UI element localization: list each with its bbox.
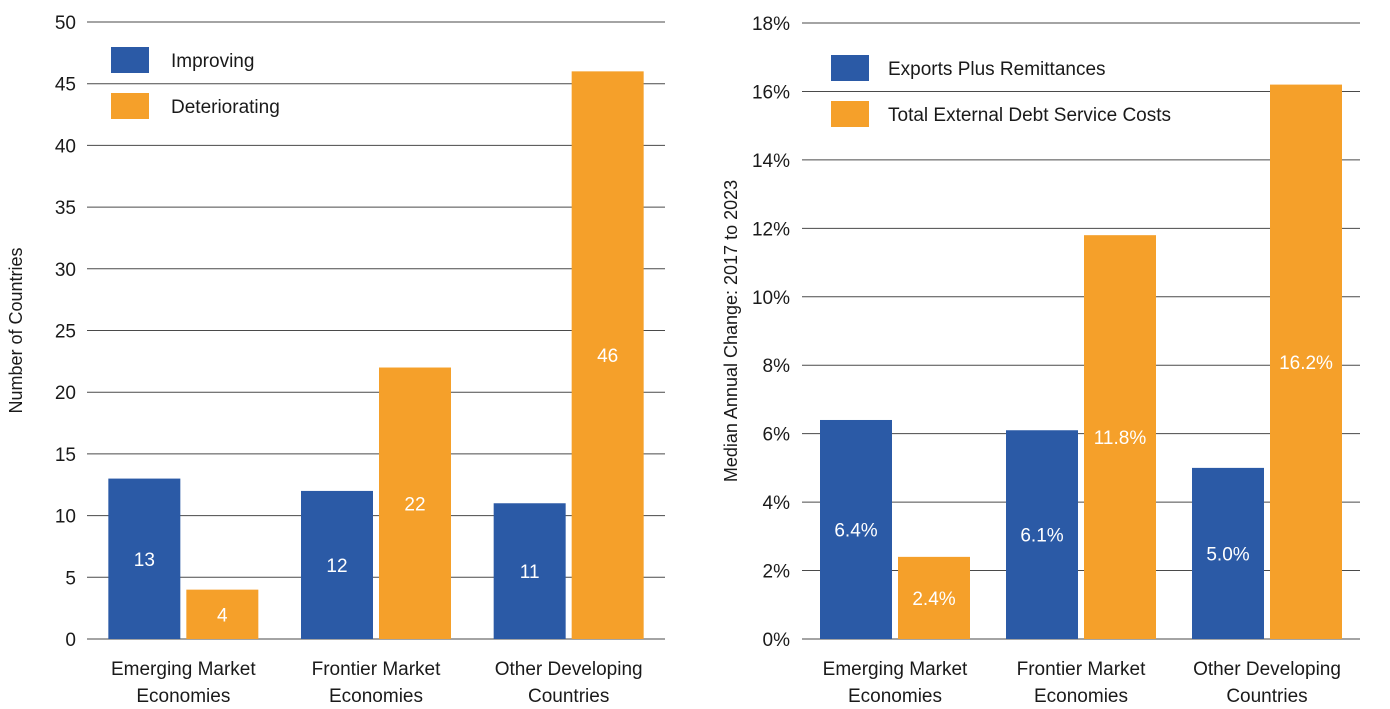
y-tick-label: 0% [763, 630, 791, 651]
chart-median-annual-change: 0% 2% 4% 6% 8% 10% 12% 14% 16% 18% Median Annual C… [721, 14, 1360, 707]
bar [1006, 430, 1078, 639]
legend-swatch [111, 93, 149, 119]
x-tick-label: Emerging Market [823, 659, 968, 680]
x-tick-label: Economies [848, 686, 942, 707]
y-tick-label: 14% [752, 151, 790, 172]
bar [820, 419, 892, 639]
y-tick-label: 16% [752, 82, 790, 103]
data-label: 16.2% [1279, 353, 1333, 374]
y-tick-label: 30 [55, 260, 76, 281]
chart-number-of-countries: 0 5 10 15 20 25 30 35 40 45 50 Number of Countries 1… [6, 13, 665, 707]
data-label: 11 [520, 562, 540, 583]
bar [1270, 84, 1342, 640]
y-tick-label: 6% [763, 425, 791, 446]
y-axis-title: Number of Countries [6, 247, 26, 413]
legend-label: Improving [171, 51, 254, 72]
x-tick-label: Countries [1226, 686, 1307, 707]
data-label: 6.4% [834, 520, 877, 541]
data-label: 6.1% [1020, 526, 1063, 547]
x-tick-label: Emerging Market [111, 659, 256, 680]
x-tick-label: Frontier Market [1017, 659, 1147, 680]
bar [379, 367, 451, 639]
legend-label: Exports Plus Remittances [888, 59, 1106, 80]
legend-swatch [111, 47, 149, 73]
data-label: 4 [217, 605, 228, 626]
x-tick-label: Countries [528, 686, 609, 707]
y-tick-label: 0 [65, 630, 76, 651]
y-tick-label: 2% [763, 562, 791, 583]
data-label: 46 [597, 346, 618, 367]
data-label: 12 [326, 556, 347, 577]
y-tick-label: 45 [55, 75, 76, 96]
y-tick-label: 12% [752, 219, 790, 240]
x-tick-label: Other Developing [495, 659, 643, 680]
bar [898, 556, 970, 639]
y-tick-label: 50 [55, 13, 76, 34]
x-tick-label: Frontier Market [312, 659, 442, 680]
y-tick-label: 4% [763, 493, 791, 514]
bar [571, 71, 644, 640]
bar [108, 478, 181, 639]
y-tick-label: 20 [55, 383, 76, 404]
y-tick-label: 35 [55, 198, 76, 219]
x-tick-label: Economies [329, 686, 423, 707]
bar [493, 503, 566, 639]
data-label: 13 [134, 550, 155, 571]
x-tick-label: Economies [136, 686, 230, 707]
legend-swatch [831, 101, 869, 127]
data-label: 2.4% [912, 589, 955, 610]
data-label: 11.8% [1094, 428, 1147, 449]
x-tick-label: Economies [1034, 686, 1128, 707]
legend-label: Total External Debt Service Costs [888, 105, 1171, 126]
bar [1084, 235, 1156, 639]
x-tick-label: Other Developing [1193, 659, 1341, 680]
data-label: 5.0% [1206, 544, 1249, 565]
y-tick-label: 25 [55, 322, 76, 343]
y-tick-label: 18% [752, 14, 790, 35]
legend-swatch [831, 55, 869, 81]
bar [1192, 467, 1264, 639]
y-axis-title: Median Annual Change: 2017 to 2023 [721, 180, 741, 482]
bar [301, 490, 373, 639]
y-tick-label: 40 [55, 136, 76, 157]
y-tick-label: 5 [65, 568, 76, 589]
y-tick-label: 10 [55, 507, 76, 528]
y-tick-label: 15 [55, 445, 76, 466]
legend-label: Deteriorating [171, 97, 280, 118]
bar [186, 589, 259, 639]
data-label: 22 [404, 494, 425, 515]
y-tick-label: 10% [752, 288, 790, 309]
y-tick-label: 8% [763, 356, 791, 377]
